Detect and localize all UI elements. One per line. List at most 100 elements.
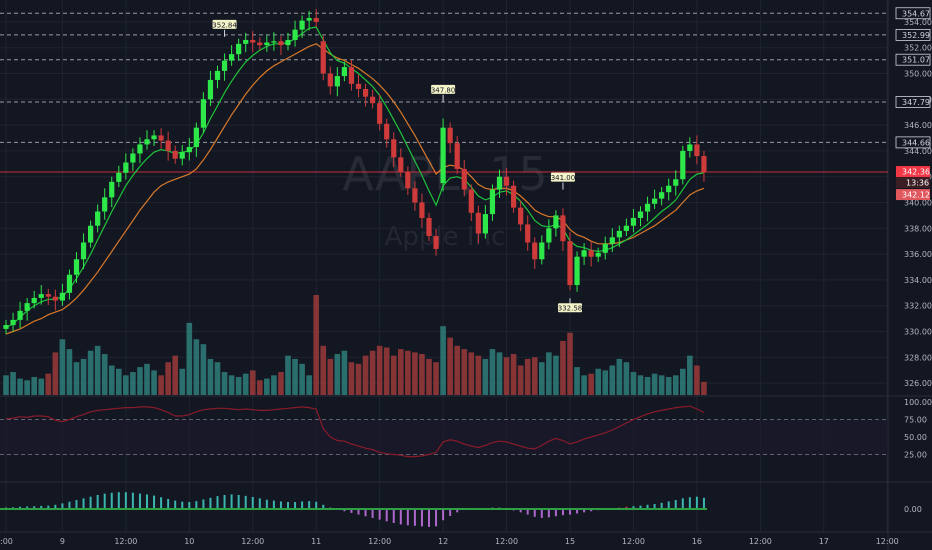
candle-body: [38, 294, 44, 298]
candle: [511, 180, 517, 213]
price-level-label: 354.67: [902, 9, 930, 18]
volume-bar: [595, 368, 601, 395]
candle: [38, 285, 44, 305]
volume-bar: [503, 357, 510, 395]
macd-histogram: [5, 492, 705, 527]
macd-bar: [287, 502, 289, 509]
volume-bar: [390, 355, 397, 395]
candle: [144, 130, 150, 150]
candle: [151, 130, 157, 146]
candle-body: [31, 297, 37, 304]
volume-bar: [630, 372, 637, 395]
candle-body: [313, 18, 319, 22]
candle: [214, 65, 221, 89]
macd-bar: [420, 509, 423, 527]
volume-bar: [644, 376, 651, 395]
candle: [637, 206, 644, 227]
countdown-label: 13:36: [906, 179, 929, 188]
time-tick-label: 12:00: [368, 537, 391, 546]
volume-bar: [461, 349, 468, 395]
candle: [116, 165, 122, 188]
candle-body: [644, 203, 651, 212]
candle: [595, 247, 601, 262]
macd-bar: [82, 498, 85, 509]
candle: [475, 205, 481, 244]
volume-bar: [447, 337, 453, 395]
volume-bar: [87, 350, 94, 395]
candle-body: [384, 123, 390, 140]
macd-bar: [110, 492, 113, 509]
volume-bar: [179, 368, 186, 395]
candle-body: [666, 185, 672, 193]
volume-bar: [546, 352, 552, 395]
candle: [623, 218, 629, 237]
volume-bar: [327, 358, 334, 395]
candle-body: [370, 96, 376, 104]
macd-bar: [428, 509, 430, 527]
volume-bar: [285, 355, 291, 395]
volume-bar: [38, 378, 45, 395]
candle: [581, 243, 587, 265]
candle: [659, 187, 665, 206]
macd-bar: [695, 496, 698, 509]
candle-body: [10, 319, 16, 326]
volume-bar: [52, 352, 59, 395]
macd-bar: [674, 500, 677, 509]
candle: [137, 137, 143, 164]
macd-bar: [547, 509, 550, 518]
candle-body: [116, 172, 122, 182]
candle: [73, 252, 80, 283]
candle-body: [567, 241, 573, 286]
macd-bar: [385, 509, 388, 522]
candle: [45, 288, 51, 305]
macd-bar: [569, 509, 571, 515]
candle-body: [609, 237, 615, 244]
volume-bar: [249, 370, 256, 395]
volume-bar: [94, 345, 101, 395]
macd-bar: [646, 504, 649, 509]
candle: [384, 118, 390, 148]
macd-bar: [89, 496, 92, 509]
candle: [518, 200, 524, 232]
price-level-label: 347.79: [902, 98, 930, 107]
candle: [454, 136, 460, 175]
candle-body: [652, 198, 658, 204]
macd-bar: [96, 495, 99, 509]
candle-body: [391, 139, 397, 158]
volume-bar: [560, 340, 566, 395]
candle-body: [193, 127, 199, 148]
candle: [602, 236, 608, 260]
candle-body: [454, 143, 460, 169]
macd-bar: [195, 501, 198, 509]
macd-bar: [399, 509, 402, 525]
candle: [186, 138, 192, 161]
candle-body: [701, 156, 707, 173]
volume-bar: [419, 354, 425, 395]
price-annotation: 332.58: [558, 298, 582, 313]
macd-bar: [576, 509, 579, 514]
candle: [468, 184, 474, 222]
candle-body: [327, 73, 333, 87]
macd-bar: [449, 509, 452, 516]
candle-body: [546, 228, 552, 243]
time-tick-label: 12:00: [622, 537, 645, 546]
price-level-label: 344.66: [902, 138, 930, 147]
candle: [532, 237, 538, 270]
volume-bar: [574, 367, 580, 395]
macd-bar: [442, 509, 445, 521]
candle: [461, 159, 467, 197]
candle-body: [553, 215, 559, 229]
price-tick-label: 334.00: [904, 276, 932, 285]
candle-body: [511, 185, 517, 208]
volume-bar: [348, 362, 355, 395]
candle-body: [532, 242, 538, 260]
volume-bar: [17, 378, 23, 395]
macd-bar: [364, 509, 367, 517]
candle-body: [489, 189, 496, 215]
macd-bar: [265, 499, 268, 509]
macd-bar: [392, 509, 395, 523]
macd-bar: [146, 494, 148, 509]
volume-bar: [602, 370, 609, 395]
volume-bar: [116, 368, 122, 395]
